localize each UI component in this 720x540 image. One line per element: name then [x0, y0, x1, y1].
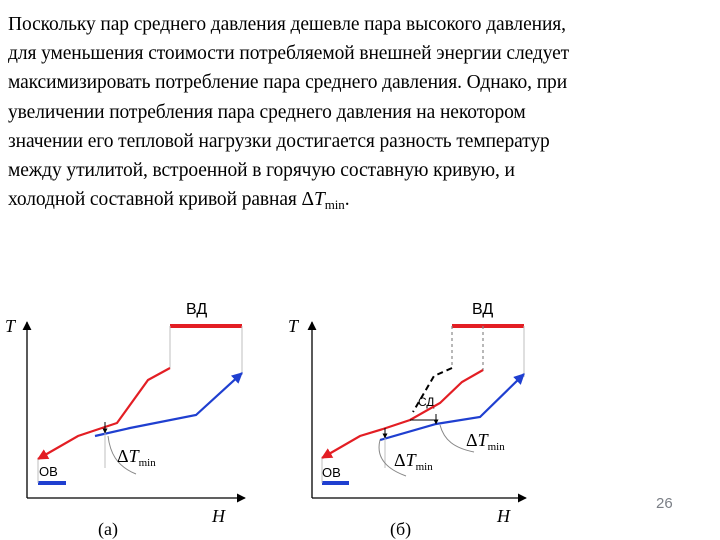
composite-curves-figures: T H ВД ОВ ΔTmin (а) T H ВД: [5, 301, 527, 540]
mp-steam-label: СД: [418, 395, 435, 409]
cooling-water-label: ОВ: [39, 464, 58, 479]
dtmin-label-2: ΔTmin: [394, 450, 433, 473]
period: .: [344, 189, 350, 211]
body-paragraph: Поскольку пар среднего давления дешевле …: [8, 10, 714, 219]
dtmin-label-1: ΔTmin: [466, 430, 505, 453]
paragraph-line: для уменьшения стоимости потребляемой вн…: [8, 43, 570, 65]
cold-composite-curve: [379, 373, 525, 442]
hot-composite-curve: [321, 369, 484, 459]
axis-t-label: T: [288, 316, 300, 336]
dtmin-label: ΔTmin: [117, 446, 156, 469]
dtmin-sub: min: [488, 441, 506, 453]
dtmin-t: T: [406, 450, 418, 470]
hot-composite-curve: [37, 367, 171, 460]
cold-composite-curve: [94, 372, 243, 438]
axis-h-label: H: [496, 506, 511, 526]
dtmin-t: T: [129, 446, 141, 466]
figure-b-caption: (б): [390, 519, 411, 540]
dtmin-leader-1: [439, 424, 475, 453]
dtmin-sub: min: [416, 461, 434, 473]
paragraph-line: максимизировать потребление пара среднег…: [8, 72, 568, 94]
paragraph-line: между утилитой, встроенной в горячую сос…: [8, 160, 515, 182]
cooling-water-label: ОВ: [322, 465, 341, 480]
axis-h-label: H: [211, 506, 226, 526]
t-subscript: min: [324, 197, 345, 213]
figure-a: T H ВД ОВ ΔTmin (а): [5, 301, 246, 540]
hp-steam-label: ВД: [186, 301, 207, 318]
paragraph-line: Поскольку пар среднего давления дешевле …: [8, 14, 566, 35]
dtmin-delta: Δ: [394, 450, 406, 470]
hp-steam-label: ВД: [472, 301, 493, 318]
paragraph-last-line: холодной составной кривой равная ΔTmin.: [8, 185, 714, 219]
figure-b: T H ВД СД ОВ ΔTmin ΔTmin (б): [288, 301, 527, 540]
paragraph-line: значении его тепловой нагрузки достигает…: [8, 130, 550, 152]
dtmin-delta: Δ: [117, 446, 129, 466]
axis-t-label: T: [5, 316, 17, 336]
dtmin-t: T: [478, 430, 490, 450]
figure-a-caption: (а): [98, 519, 118, 540]
page-number: 26: [656, 495, 673, 512]
dtmin-sub: min: [139, 457, 157, 469]
t-symbol: T: [314, 189, 325, 211]
paragraph-line: холодной составной кривой равная: [8, 189, 302, 211]
paragraph-line: увеличении потребления пара среднего дав…: [8, 101, 526, 123]
delta-symbol: Δ: [301, 189, 315, 211]
dtmin-delta: Δ: [466, 430, 478, 450]
dtmin-leader: [107, 435, 137, 475]
dtmin-leader-2: [378, 439, 407, 477]
